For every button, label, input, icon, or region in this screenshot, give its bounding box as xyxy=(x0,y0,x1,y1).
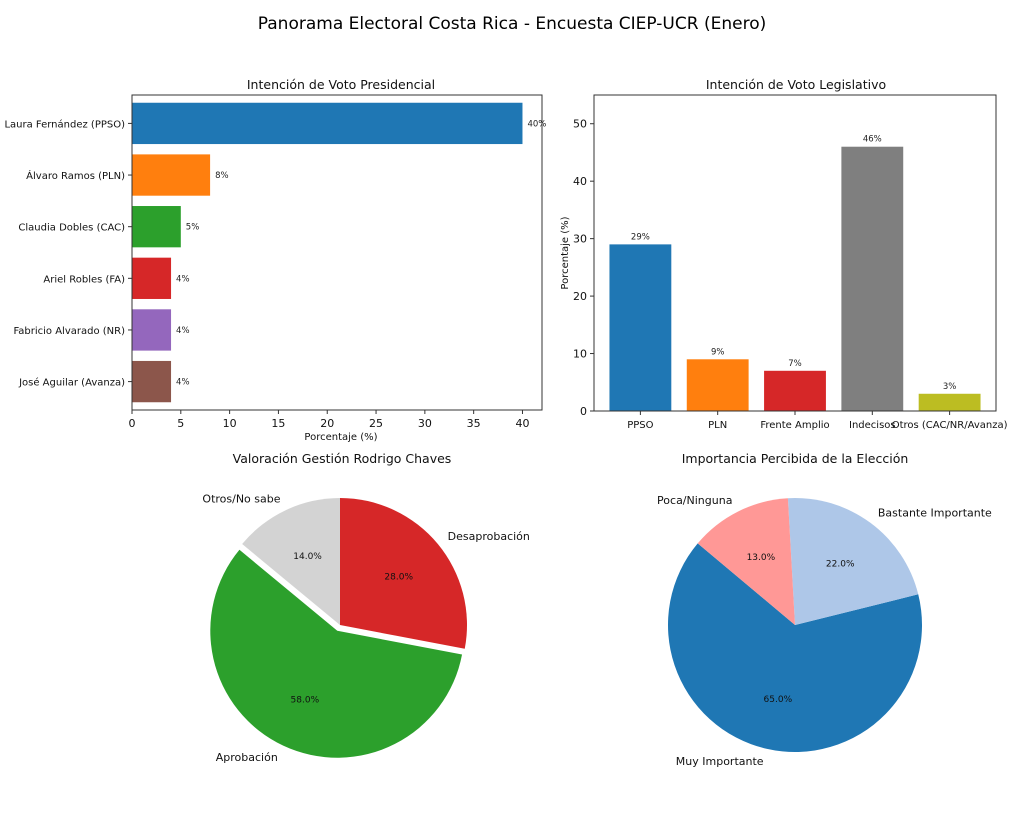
approval-pie-pct-label: 58.0% xyxy=(291,696,320,706)
approval-pie-pct-label: 14.0% xyxy=(293,552,322,562)
importance-pie-slice xyxy=(697,498,795,625)
legislative-chart-title: Intención de Voto Legislativo xyxy=(706,77,886,92)
presidential-bar-value-label: 4% xyxy=(176,326,190,336)
presidential-x-tick-label: 20 xyxy=(320,417,334,430)
legislative-y-tick-label: 10 xyxy=(573,348,587,361)
presidential-x-tick-label: 10 xyxy=(223,417,237,430)
legislative-y-tick-label: 20 xyxy=(573,290,587,303)
legislative-bar xyxy=(841,146,904,411)
approval-pie-category-label: Aprobación xyxy=(216,751,278,764)
importance-pie-category-label: Muy Importante xyxy=(676,755,764,768)
legislative-y-tick-label: 0 xyxy=(580,405,587,418)
importance-pie-pct-label: 13.0% xyxy=(747,553,776,563)
presidential-x-tick-label: 5 xyxy=(177,417,184,430)
presidential-y-tick-label: José Aguilar (Avanza) xyxy=(18,377,125,389)
presidential-bar-value-label: 40% xyxy=(527,119,546,129)
importance-pie-pct-label: 65.0% xyxy=(764,695,793,705)
legislative-bar-value-label: 29% xyxy=(631,232,650,242)
figure-title: Panorama Electoral Costa Rica - Encuesta… xyxy=(258,14,766,34)
presidential-bar-value-label: 4% xyxy=(176,274,190,284)
approval-pie-pct-label: 28.0% xyxy=(384,572,413,582)
presidential-bar xyxy=(132,309,172,351)
presidential-bar xyxy=(132,257,172,299)
legislative-bar-value-label: 9% xyxy=(711,347,725,357)
legislative-y-tick-label: 40 xyxy=(573,175,587,188)
presidential-bar-value-label: 4% xyxy=(176,378,190,388)
presidential-bar xyxy=(132,154,211,196)
importance-pie-category-label: Poca/Ninguna xyxy=(657,494,732,507)
legislative-x-tick-label: PPSO xyxy=(627,420,653,431)
legislative-bar xyxy=(918,393,981,411)
presidential-y-tick-label: Álvaro Ramos (PLN) xyxy=(26,169,125,182)
presidential-y-tick-label: Ariel Robles (FA) xyxy=(43,274,125,285)
presidential-bar-chart: Intención de Voto Presidencial 40% 8% 5% 4%… xyxy=(4,77,546,443)
presidential-bar xyxy=(132,206,181,248)
legislative-bar xyxy=(686,359,749,411)
legislative-y-tick-label: 50 xyxy=(573,118,587,131)
legislative-y-tick-label: 30 xyxy=(573,233,587,246)
approval-pie-slice xyxy=(242,498,340,625)
legislative-x-tick-label: Frente Amplio xyxy=(760,420,829,431)
importance-pie-category-label: Bastante Importante xyxy=(878,507,992,520)
importance-chart-title: Importancia Percibida de la Elección xyxy=(682,451,909,466)
presidential-bar xyxy=(132,360,172,403)
presidential-y-tick-label: Laura Fernández (PPSO) xyxy=(4,118,125,130)
presidential-x-tick-label: 0 xyxy=(129,417,136,430)
legislative-bar-chart: Intención de Voto Legislativo 29% 9% 7% 46%… xyxy=(560,77,1008,431)
legislative-y-axis-label: Porcentaje (%) xyxy=(560,216,571,289)
approval-pie-chart: Valoración Gestión Rodrigo Chaves 28.0% D… xyxy=(202,451,529,764)
legislative-x-tick-label: PLN xyxy=(708,420,727,431)
presidential-bar-value-label: 8% xyxy=(215,171,229,181)
presidential-x-tick-label: 35 xyxy=(467,417,481,430)
presidential-x-tick-label: 30 xyxy=(418,417,432,430)
presidential-x-tick-label: 15 xyxy=(271,417,285,430)
importance-pie-slice xyxy=(787,498,919,625)
importance-pie-pct-label: 22.0% xyxy=(826,560,855,570)
legislative-bar-value-label: 46% xyxy=(863,135,882,145)
presidential-y-tick-label: Claudia Dobles (CAC) xyxy=(18,223,125,234)
legislative-bar xyxy=(609,244,672,411)
legislative-bar xyxy=(764,370,826,411)
approval-pie-category-label: Otros/No sabe xyxy=(202,493,280,506)
presidential-bar-value-label: 5% xyxy=(186,223,200,233)
approval-chart-title: Valoración Gestión Rodrigo Chaves xyxy=(233,451,452,466)
presidential-x-axis-label: Porcentaje (%) xyxy=(304,432,377,443)
legislative-x-tick-label: Indecisos xyxy=(849,420,896,431)
legislative-bar-value-label: 3% xyxy=(943,382,957,392)
approval-pie-slice xyxy=(210,549,463,758)
presidential-plot-frame xyxy=(131,94,543,411)
presidential-chart-title: Intención de Voto Presidencial xyxy=(247,77,435,92)
legislative-x-tick-label: Otros (CAC/NR/Avanza) xyxy=(892,420,1008,431)
legislative-plot-frame xyxy=(593,94,997,412)
presidential-x-tick-label: 40 xyxy=(515,417,529,430)
approval-pie-slice xyxy=(340,498,467,649)
presidential-bar xyxy=(132,102,523,145)
presidential-y-tick-label: Fabricio Alvarado (NR) xyxy=(13,326,125,337)
legislative-bar-value-label: 7% xyxy=(788,359,802,369)
presidential-x-tick-label: 25 xyxy=(369,417,383,430)
importance-pie-slice xyxy=(668,543,923,752)
importance-pie-chart: Importancia Percibida de la Elección 65.… xyxy=(657,451,992,768)
approval-pie-category-label: Desaprobación xyxy=(448,530,530,543)
